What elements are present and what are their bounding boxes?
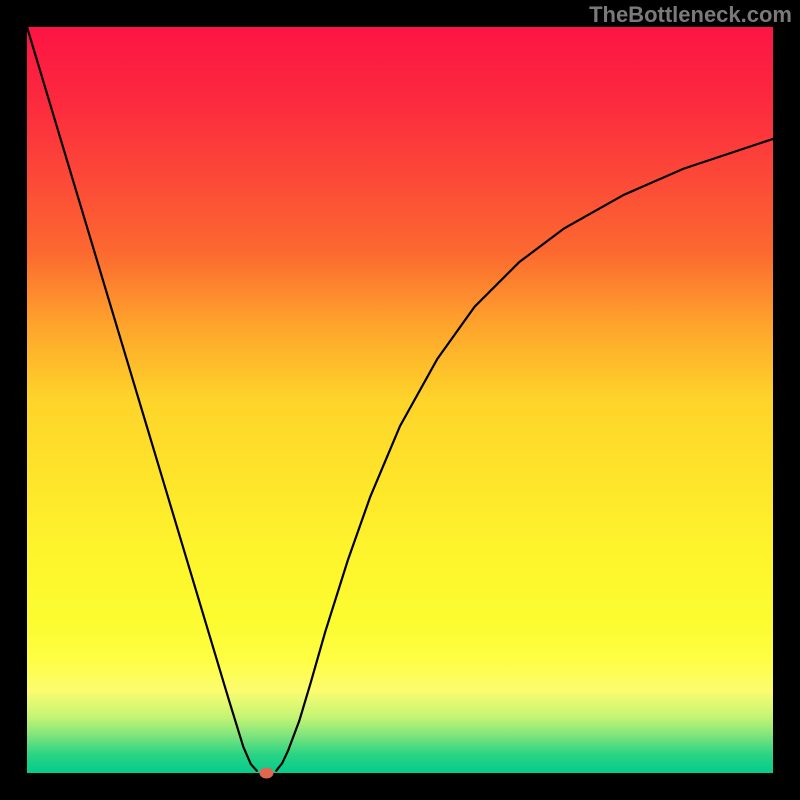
watermark-text: TheBottleneck.com [589,2,792,28]
bottleneck-chart [0,0,800,800]
optimal-point-marker [259,768,273,779]
